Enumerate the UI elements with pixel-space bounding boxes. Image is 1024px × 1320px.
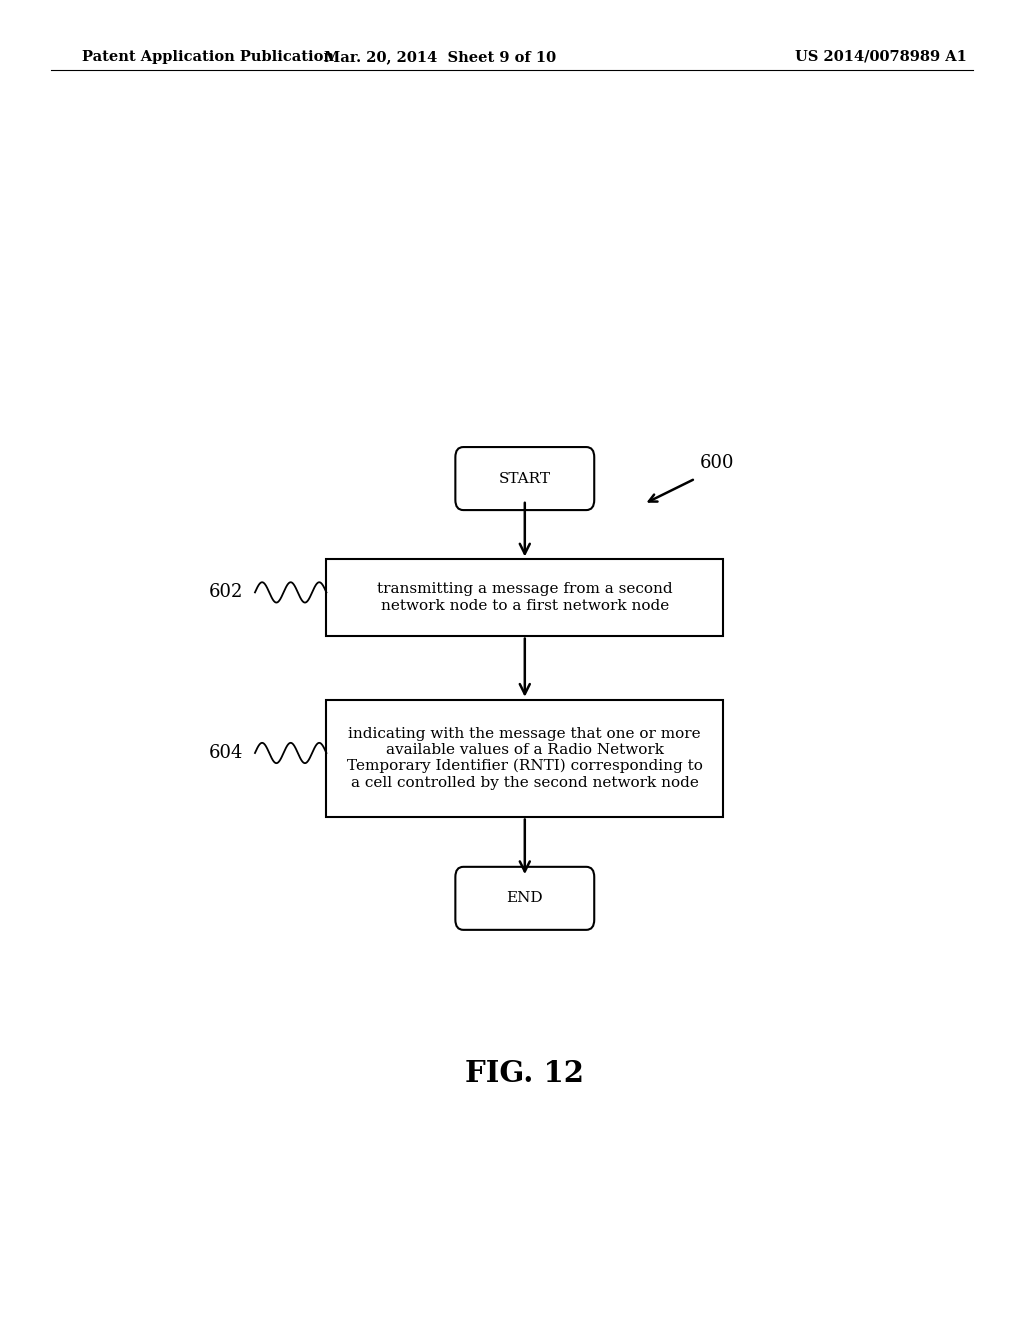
Text: 604: 604 xyxy=(209,744,243,762)
Text: 602: 602 xyxy=(209,583,243,602)
Text: END: END xyxy=(507,891,543,906)
FancyBboxPatch shape xyxy=(327,700,723,817)
Text: US 2014/0078989 A1: US 2014/0078989 A1 xyxy=(795,50,967,63)
Text: FIG. 12: FIG. 12 xyxy=(465,1059,585,1088)
Text: Patent Application Publication: Patent Application Publication xyxy=(82,50,334,63)
Text: Mar. 20, 2014  Sheet 9 of 10: Mar. 20, 2014 Sheet 9 of 10 xyxy=(325,50,556,63)
FancyBboxPatch shape xyxy=(456,447,594,510)
FancyBboxPatch shape xyxy=(327,560,723,636)
Text: START: START xyxy=(499,471,551,486)
Text: indicating with the message that one or more
available values of a Radio Network: indicating with the message that one or … xyxy=(347,726,702,789)
Text: 600: 600 xyxy=(699,454,734,473)
FancyBboxPatch shape xyxy=(456,867,594,929)
Text: transmitting a message from a second
network node to a first network node: transmitting a message from a second net… xyxy=(377,582,673,612)
